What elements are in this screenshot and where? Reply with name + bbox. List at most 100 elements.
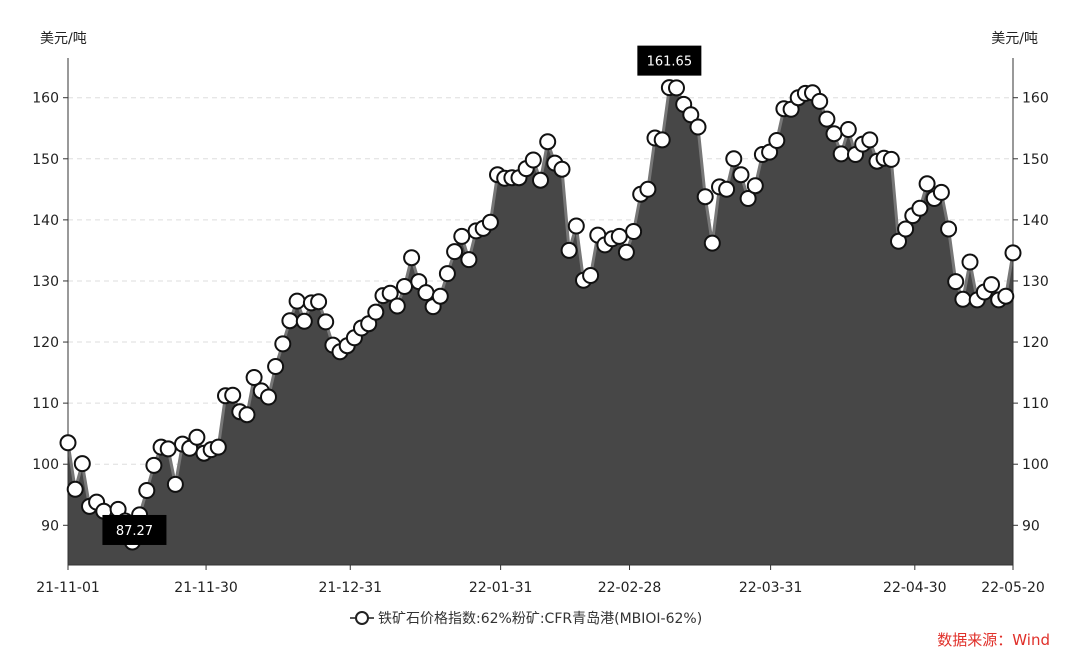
- data-point: [954, 290, 972, 308]
- data-point: [310, 293, 328, 311]
- data-point: [940, 220, 958, 238]
- data-point: [66, 480, 84, 498]
- data-point: [768, 132, 786, 149]
- data-point: [861, 131, 879, 149]
- data-point: [682, 106, 700, 124]
- data-point: [188, 428, 206, 446]
- left-axis-unit: 美元/吨: [40, 31, 87, 47]
- data-point: [460, 251, 478, 269]
- data-point: [159, 440, 177, 458]
- data-point: [396, 278, 413, 295]
- data-point: [689, 118, 707, 136]
- y-tick-label-right: 120: [1022, 335, 1049, 351]
- data-point: [560, 241, 578, 259]
- callout-labels: 87.27 161.65: [102, 45, 702, 545]
- x-tick-label: 21-12-31: [318, 580, 382, 596]
- data-point: [811, 92, 829, 110]
- data-point: [818, 110, 836, 128]
- data-point: [918, 175, 936, 193]
- y-tick-label-left: 150: [32, 152, 59, 168]
- data-point: [59, 434, 77, 452]
- data-point: [746, 177, 764, 195]
- data-point: [617, 243, 635, 261]
- data-point: [532, 171, 549, 189]
- data-point: [238, 406, 256, 424]
- y-tick-label-left: 120: [32, 335, 59, 351]
- x-tick-label: 21-11-01: [36, 580, 100, 596]
- data-point: [438, 265, 456, 283]
- y-tick-label-left: 100: [32, 457, 59, 473]
- markers: [59, 79, 1022, 551]
- right-axis-unit: 美元/吨: [991, 31, 1038, 47]
- data-point: [911, 199, 929, 217]
- data-point: [274, 335, 292, 353]
- value-callout-label: 87.27: [116, 524, 153, 539]
- data-point: [668, 79, 685, 97]
- data-point: [481, 213, 499, 231]
- data-point: [245, 369, 263, 386]
- data-point: [890, 232, 907, 250]
- data-point: [138, 482, 156, 499]
- data-point: [932, 183, 950, 201]
- y-tick-label-left: 90: [41, 518, 59, 534]
- data-point: [166, 475, 184, 493]
- data-point: [288, 292, 306, 310]
- data-point: [145, 456, 163, 474]
- x-tick-label: 22-04-30: [883, 580, 947, 596]
- data-point: [582, 267, 600, 284]
- data-point: [317, 313, 335, 331]
- data-point: [539, 133, 557, 151]
- y-tick-label-right: 150: [1022, 152, 1049, 168]
- data-point: [367, 303, 385, 321]
- data-point: [295, 312, 313, 330]
- data-point: [653, 131, 671, 149]
- value-callout-box: [637, 45, 702, 76]
- data-point: [524, 151, 542, 169]
- data-point: [281, 312, 299, 330]
- y-tick-label-right: 110: [1022, 396, 1049, 412]
- data-point: [725, 150, 743, 168]
- data-point: [403, 249, 421, 267]
- data-point: [947, 273, 965, 291]
- y-tick-label-left: 160: [32, 91, 59, 107]
- data-point: [73, 455, 91, 473]
- data-point: [209, 438, 227, 456]
- value-callout-label: 161.65: [647, 55, 693, 70]
- data-point: [610, 227, 628, 245]
- data-point: [625, 223, 643, 240]
- legend-label: 铁矿石价格指数:62%粉矿:CFR青岛港(MBIOI-62%): [378, 611, 703, 627]
- source-note: 数据来源：Wind: [937, 631, 1050, 649]
- data-point: [388, 297, 406, 315]
- data-point: [260, 388, 277, 406]
- data-point: [882, 150, 900, 168]
- data-point: [961, 253, 979, 271]
- series-area: [68, 87, 1013, 565]
- y-tick-label-left: 110: [32, 396, 59, 412]
- data-point: [639, 180, 657, 198]
- x-tick-label: 22-01-31: [469, 580, 533, 596]
- data-point: [696, 188, 714, 206]
- x-tick-label: 22-05-20: [981, 580, 1045, 596]
- y-tick-label-left: 130: [32, 274, 59, 290]
- data-point: [553, 160, 571, 178]
- data-point: [381, 284, 399, 302]
- legend-line-marker-icon: [350, 610, 374, 626]
- y-tick-label-right: 130: [1022, 274, 1049, 290]
- x-tick-label: 21-11-30: [174, 580, 238, 596]
- data-point: [224, 386, 242, 404]
- data-point: [431, 287, 449, 305]
- data-point: [453, 227, 471, 245]
- y-tick-label-left: 140: [32, 213, 59, 229]
- data-point: [267, 358, 285, 375]
- data-point: [446, 243, 464, 261]
- data-point: [567, 217, 585, 235]
- legend: 铁矿石价格指数:62%粉矿:CFR青岛港(MBIOI-62%): [350, 608, 702, 628]
- axes: 90 90 100 100 110 110 120 120 130 130 140 140 150 150…: [32, 58, 1049, 596]
- value-callout-box: [102, 514, 167, 545]
- x-tick-label: 22-03-31: [739, 580, 803, 596]
- data-point: [739, 190, 757, 207]
- data-point: [839, 121, 857, 138]
- data-point: [825, 125, 843, 143]
- y-tick-label-right: 100: [1022, 457, 1049, 473]
